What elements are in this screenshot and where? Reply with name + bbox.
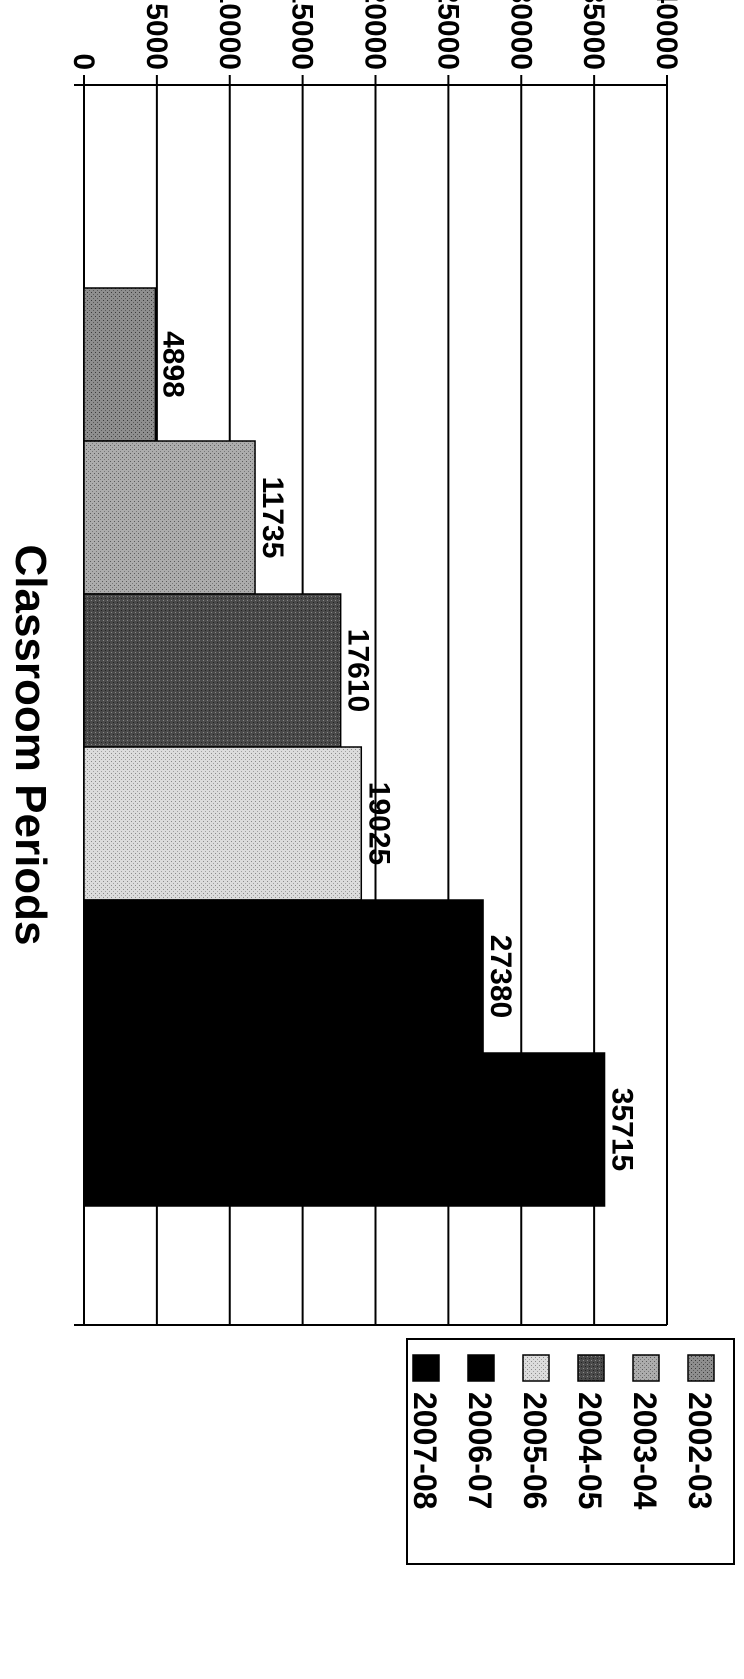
bar-value-label: 27380 (484, 935, 517, 1018)
legend-label: 2003-04 (627, 1392, 663, 1510)
bar-value-label: 17610 (342, 629, 375, 712)
y-tick-label: 25000 (431, 0, 464, 70)
y-tick-label: 10000 (213, 0, 246, 70)
legend: 2002-03 2003-04 2004-05 2005-06 2006-07 2007-… (406, 1338, 735, 1565)
gridlines (74, 75, 668, 1326)
legend-label: 2005-06 (517, 1392, 553, 1509)
legend-label: 2004-05 (572, 1392, 608, 1509)
y-tick-label: 30000 (504, 0, 537, 70)
y-tick-label: 15000 (286, 0, 319, 70)
bar-value-label: 19025 (362, 782, 395, 865)
bar (83, 746, 363, 901)
y-tick-label: 5000 (140, 3, 173, 70)
y-tick-label: 0 (67, 53, 100, 70)
legend-label: 2002-03 (682, 1392, 718, 1509)
y-tick-label: 35000 (577, 0, 610, 70)
legend-label: 2006-07 (462, 1392, 498, 1509)
y-tick-label: 20000 (359, 0, 392, 70)
legend-swatch (412, 1354, 440, 1382)
legend-box (406, 1338, 735, 1565)
bar (83, 287, 157, 442)
legend-swatch (522, 1354, 550, 1382)
legend-label: 2007-08 (407, 1392, 443, 1509)
legend-swatch (467, 1354, 495, 1382)
y-axis-ticks: 0 5000 10000 15000 20000 25000 30000 35000 40000 (67, 0, 683, 70)
legend-swatch (632, 1354, 660, 1382)
y-axis-title: Classroom Periods (6, 544, 55, 945)
bar-value-label: 35715 (606, 1088, 639, 1171)
bar-value-label: 4898 (156, 331, 189, 398)
bar (83, 593, 342, 748)
legend-swatch (687, 1354, 715, 1382)
bars (83, 287, 606, 1207)
bar (83, 440, 256, 595)
y-tick-label: 40000 (650, 0, 683, 70)
legend-swatch (577, 1354, 605, 1382)
value-labels: 4898 11735 17610 19025 27380 35715 (156, 331, 638, 1171)
bar (83, 1052, 606, 1207)
bar (83, 899, 484, 1054)
bar-value-label: 11735 (256, 477, 289, 559)
